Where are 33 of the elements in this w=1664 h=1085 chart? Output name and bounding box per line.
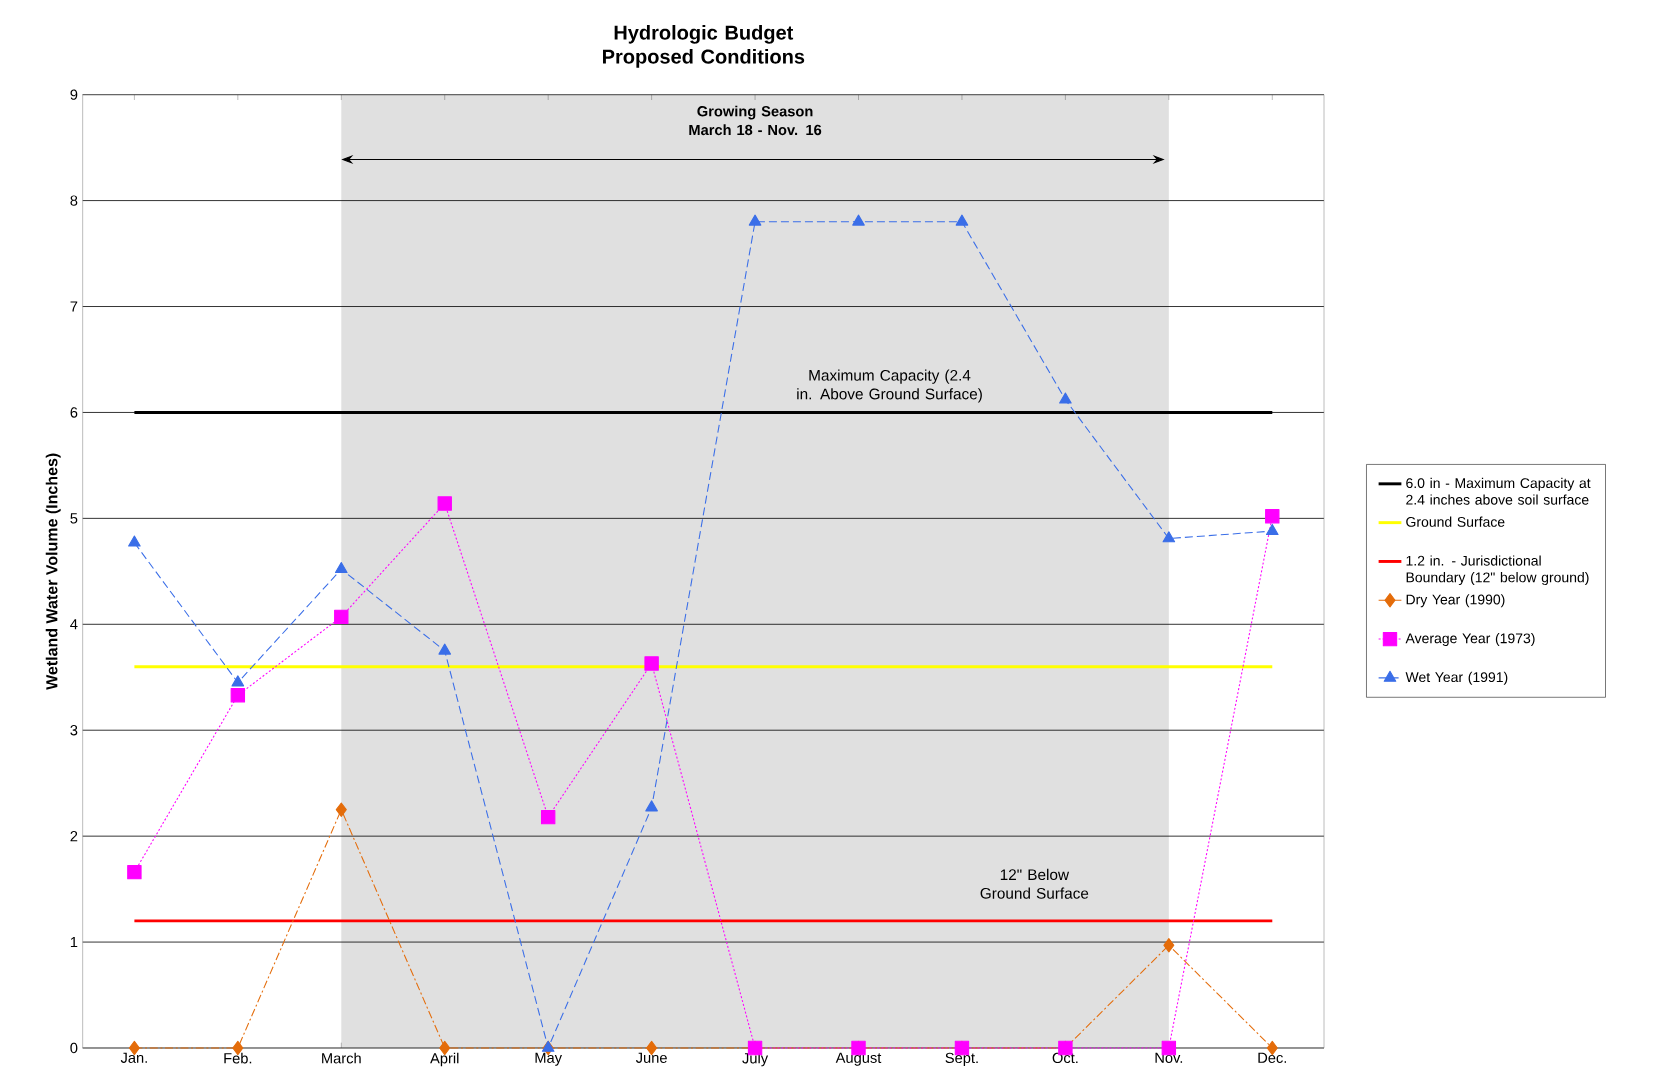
x-tick-label: August	[835, 1052, 882, 1066]
x-tick-label: Sept.	[945, 1052, 978, 1066]
y-tick-label: 0	[70, 1042, 78, 1054]
legend-label: Average Year (1973)	[1405, 632, 1535, 646]
y-tick-label: 4	[70, 619, 78, 630]
legend-label: 1.2 in. - Jurisdictional Boundary (12" below ground)	[1406, 555, 1589, 585]
x-tick-label: Feb.	[224, 1052, 252, 1064]
y-tick-label: 3	[70, 724, 78, 736]
legend-label: Ground Surface	[1406, 516, 1505, 527]
legend-label: 6.0 in - Maximum Capacity at 2.4 inches above soil surface	[1406, 477, 1591, 505]
x-tick-label: Jan.	[120, 1052, 147, 1063]
y-tick-label: 5	[70, 513, 78, 524]
annotation: 12" Below Ground Surface	[980, 868, 1089, 899]
y-tick-label: 8	[70, 195, 78, 206]
y-axis-title: Wetland Water Volume (Inches)	[45, 453, 61, 690]
x-tick-label: Dec.	[1258, 1052, 1287, 1063]
x-tick-label: May	[535, 1052, 562, 1066]
y-tick-label: 1	[70, 936, 78, 947]
y-tick-label: 7	[70, 301, 78, 312]
x-tick-label: June	[635, 1052, 667, 1063]
x-tick-label: Oct.	[1052, 1052, 1078, 1063]
x-tick-label: Nov.	[1155, 1052, 1183, 1063]
legend-label: Dry Year (1990)	[1406, 594, 1505, 608]
x-tick-label: April	[430, 1052, 459, 1067]
x-tick-label: July	[742, 1052, 769, 1067]
legend-label: Wet Year (1991)	[1405, 671, 1508, 685]
x-tick-label: March	[322, 1052, 361, 1064]
y-tick-label: 9	[70, 89, 78, 100]
chart-title: Hydrologic Budget Proposed Conditions	[603, 24, 805, 68]
y-tick-label: 2	[70, 830, 78, 842]
annotation: Maximum Capacity (2.4 in. Above Ground Surface)	[797, 369, 982, 403]
band-label: Growing Season March 18 - Nov. 16	[689, 105, 822, 135]
y-tick-label: 6	[70, 407, 78, 418]
